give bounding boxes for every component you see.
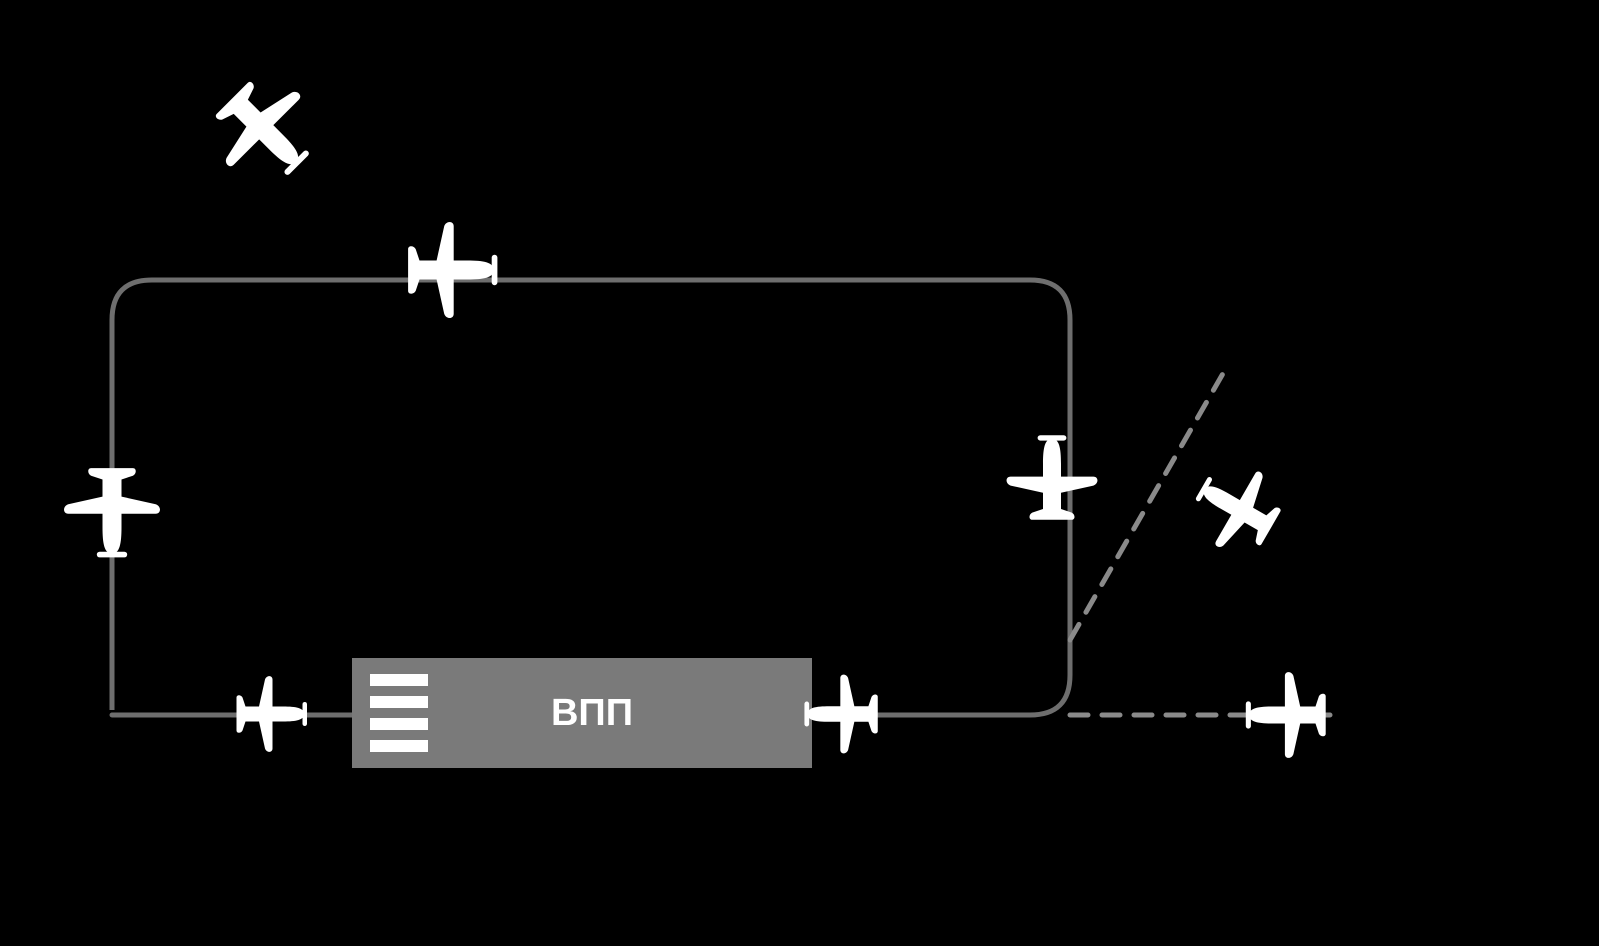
runway-stripe bbox=[370, 740, 428, 752]
runway-stripe bbox=[370, 696, 428, 708]
runway-stripe bbox=[370, 718, 428, 730]
runway-label: ВПП bbox=[551, 692, 633, 734]
runway-stripe bbox=[370, 674, 428, 686]
runway: ВПП bbox=[352, 658, 812, 768]
